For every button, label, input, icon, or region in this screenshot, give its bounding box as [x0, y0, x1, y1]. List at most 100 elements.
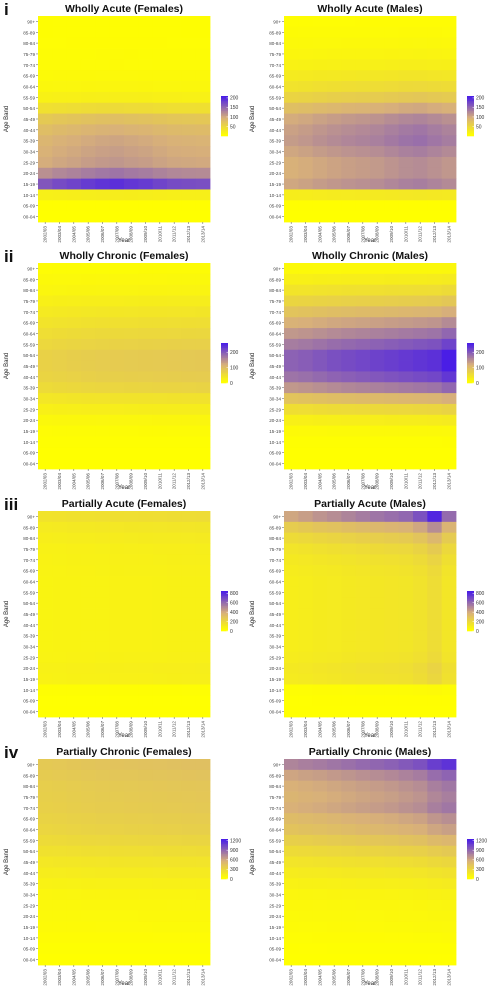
heatmap-cell: [427, 867, 443, 879]
heatmap-cell: [413, 910, 428, 923]
legend-swatch: [221, 104, 228, 107]
heatmap-cell: [327, 824, 342, 836]
legend-swatch: [221, 839, 228, 841]
heatmap-cell: [298, 200, 314, 212]
heatmap-cell: [181, 102, 197, 114]
heatmap-cell: [384, 91, 400, 104]
heatmap-cell: [195, 673, 211, 685]
heatmap-cell: [109, 135, 125, 147]
heatmap-cell: [312, 684, 328, 696]
heatmap-cell: [327, 382, 342, 394]
heatmap-cell: [312, 932, 328, 944]
heatmap-cell: [38, 878, 53, 890]
heatmap-cell: [95, 684, 111, 696]
heatmap-cell: [312, 532, 328, 544]
heatmap-cell: [152, 834, 168, 847]
legend-label: 300: [476, 867, 485, 873]
heatmap-cell: [312, 630, 328, 642]
legend-swatch: [467, 839, 474, 841]
heatmap-cell: [195, 37, 211, 49]
heatmap-cell: [195, 878, 211, 890]
heatmap-cell: [341, 200, 357, 212]
heatmap-cell: [52, 619, 68, 631]
legend-swatch: [467, 132, 474, 135]
heatmap-cell: [95, 943, 111, 955]
heatmap-cell: [441, 70, 457, 82]
age-band-label: 55-59: [269, 590, 281, 595]
heatmap-cell: [427, 673, 443, 685]
legend-swatch: [467, 373, 474, 375]
heatmap-cell: [384, 641, 400, 653]
year-label: 2003/04: [57, 226, 62, 243]
heatmap-cell: [441, 565, 457, 577]
age-band-label: 70-74: [269, 63, 281, 68]
heatmap-cell: [413, 403, 428, 416]
heatmap-cell: [38, 521, 53, 534]
legend-swatch: [221, 612, 228, 615]
heatmap-cell: [398, 759, 414, 771]
heatmap-cell: [52, 867, 68, 879]
heatmap-cell: [441, 759, 457, 771]
legend-label: 600: [230, 858, 239, 864]
legend-swatch: [467, 134, 474, 137]
heatmap-cell: [81, 458, 96, 470]
heatmap-cell: [195, 889, 211, 901]
heatmap-cell: [124, 910, 139, 923]
heatmap-panel: iii Partially Acute (Females)90+85-8980-8…: [4, 495, 239, 739]
legend-swatch: [221, 852, 228, 855]
heatmap-cell: [124, 597, 139, 609]
heatmap-cell: [152, 759, 168, 771]
heatmap-cell: [384, 26, 400, 39]
heatmap-cell: [284, 608, 299, 620]
heatmap-cell: [66, 899, 82, 912]
legend-label: 200: [230, 96, 239, 102]
heatmap-cell: [441, 932, 457, 944]
heatmap-cell: [327, 641, 342, 653]
legend-swatch: [221, 592, 228, 595]
heatmap-cell: [167, 532, 182, 544]
age-band-label: 80-84: [23, 288, 35, 293]
age-band-label: 25-29: [23, 407, 35, 412]
heatmap-cell: [66, 393, 82, 405]
heatmap-cell: [398, 845, 414, 857]
heatmap-cell: [66, 706, 82, 718]
panel-title: Wholly Acute (Males): [317, 3, 422, 15]
heatmap-cell: [66, 263, 82, 275]
age-band-label: 15-19: [269, 677, 281, 682]
heatmap-cell: [95, 211, 111, 223]
heatmap-cell: [398, 48, 414, 60]
heatmap-cell: [152, 48, 168, 60]
heatmap-cell: [38, 59, 53, 71]
heatmap-cell: [152, 70, 168, 82]
heatmap-cell: [413, 306, 428, 318]
heatmap-cell: [355, 37, 371, 49]
legend-swatch: [467, 609, 474, 612]
age-band-label: 70-74: [269, 558, 281, 563]
heatmap-cell: [167, 780, 182, 792]
heatmap-cell: [427, 511, 443, 523]
heatmap-cell: [355, 630, 371, 642]
heatmap-cell: [441, 295, 457, 307]
age-band-label: 60-64: [23, 579, 35, 584]
heatmap-cell: [95, 511, 111, 523]
year-label: 2003/04: [303, 226, 308, 243]
heatmap-cell: [427, 273, 443, 286]
heatmap-cell: [441, 943, 457, 955]
heatmap-cell: [312, 200, 328, 212]
legend-swatch: [467, 124, 474, 127]
heatmap-cell: [81, 834, 96, 847]
legend-swatch: [467, 597, 474, 600]
heatmap-cell: [195, 414, 211, 427]
heatmap-cell: [152, 845, 168, 857]
heatmap-cell: [355, 565, 371, 577]
heatmap-cell: [66, 802, 82, 814]
heatmap-cell: [152, 382, 168, 394]
heatmap-cell: [167, 759, 182, 771]
heatmap-cell: [384, 576, 400, 588]
heatmap-cell: [124, 769, 139, 782]
heatmap-cell: [398, 554, 414, 566]
heatmap-cell: [195, 178, 211, 190]
heatmap-cell: [52, 200, 68, 212]
heatmap-cell: [109, 26, 125, 39]
heatmap-cell: [384, 943, 400, 955]
